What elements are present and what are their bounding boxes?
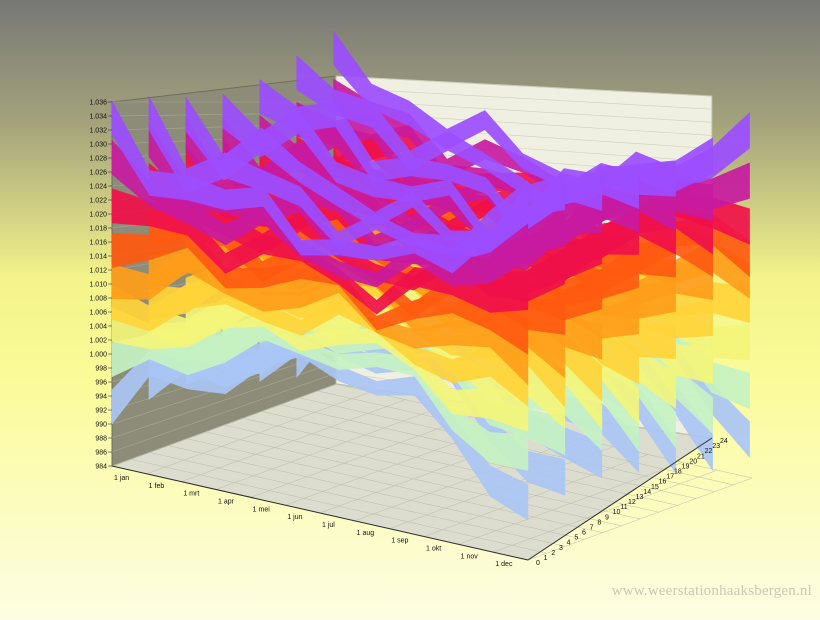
- z-tick-label: 1.000: [89, 352, 107, 359]
- x-tick-label: 1 apr: [218, 499, 235, 506]
- surface-bands: [111, 30, 750, 521]
- x-axis-line: [111, 465, 529, 561]
- floor-gridline: [130, 458, 547, 554]
- z-tick-label: 1.034: [89, 114, 107, 121]
- z-tick-label: 1.008: [89, 296, 107, 303]
- y-tick-label: 4: [567, 540, 571, 547]
- watermark: www.weerstationhaaksbergen.nl: [611, 583, 812, 599]
- x-tick-label: 1 aug: [357, 530, 375, 537]
- y-tick-label: 20: [689, 458, 697, 465]
- z-tick-label: 1.020: [89, 212, 107, 219]
- floor-gridline: [167, 445, 585, 540]
- z-tick-label: 1.012: [89, 268, 107, 275]
- floor-gridline: [242, 417, 659, 513]
- y-tick-label: 15: [651, 484, 659, 491]
- x-tick-label: 1 dec: [495, 561, 513, 568]
- x-tick-label: 1 jan: [114, 475, 129, 482]
- y-tick-label: 23: [712, 443, 720, 450]
- y-tick-label: 18: [674, 469, 682, 476]
- surface-band: [111, 222, 529, 355]
- y-tick-label: 11: [620, 504, 627, 511]
- surface-band: [185, 96, 603, 250]
- y-axis-line: [527, 437, 713, 561]
- y-tick-label: 17: [666, 474, 674, 481]
- y-tick-label: 9: [605, 514, 609, 521]
- z-axis-ticks: 984 986 988 990 992 994 996 998 1.000 1.002 1.004 1…: [89, 100, 112, 471]
- z-tick-label: 988: [95, 436, 107, 443]
- y-tick-label: 2: [551, 550, 555, 557]
- y-tick-label: 1: [544, 555, 548, 562]
- z-tick-label: 1.006: [89, 310, 107, 317]
- z-tick-label: 1.002: [89, 338, 107, 345]
- y-tick-label: 19: [682, 463, 690, 470]
- y-tick-label: 3: [559, 545, 563, 552]
- floor-gridline: [205, 431, 622, 527]
- y-tick-label: 0: [536, 560, 540, 567]
- x-tick-label: 1 feb: [149, 483, 165, 490]
- z-tick-label: 1.032: [89, 128, 107, 135]
- z-tick-label: 1.018: [89, 226, 107, 233]
- y-tick-label: 14: [643, 489, 651, 496]
- z-tick-label: 990: [95, 422, 107, 429]
- surface-band: [222, 93, 639, 246]
- z-tick-label: 1.026: [89, 170, 107, 177]
- x-tick-label: 1 jul: [322, 522, 335, 529]
- floor-gridline: [149, 452, 566, 547]
- z-tick-label: 1.004: [89, 324, 107, 331]
- y-tick-label: 16: [659, 479, 667, 486]
- y-tick-label: 22: [705, 448, 713, 455]
- z-tick-label: 998: [95, 366, 107, 373]
- y-tick-label: 10: [613, 509, 621, 516]
- left-wall-gridline: [111, 372, 337, 453]
- z-tick-label: 1.010: [89, 282, 107, 289]
- y-tick-label: 6: [582, 530, 586, 537]
- y-tick-label: 12: [628, 499, 636, 506]
- y-tick-label: 7: [590, 524, 594, 531]
- z-tick-label: 1.016: [89, 240, 107, 247]
- x-tick-label: 1 mrt: [183, 491, 199, 498]
- surface-band: [111, 340, 529, 521]
- x-tick-label: 1 okt: [426, 546, 441, 553]
- floor-gridline: [223, 424, 641, 520]
- right-wall-gridline: [335, 87, 713, 110]
- z-tick-label: 986: [95, 450, 107, 457]
- z-tick-label: 1.030: [89, 142, 107, 149]
- surface-band: [111, 246, 529, 386]
- y-tick-label: 21: [697, 453, 705, 460]
- surface-band: [111, 188, 529, 315]
- z-tick-label: 1.022: [89, 198, 107, 205]
- y-tick-label: 8: [597, 519, 601, 526]
- surface-band: [111, 100, 529, 274]
- z-tick-label: 984: [95, 464, 107, 471]
- x-tick-label: 1 sep: [391, 538, 408, 545]
- z-tick-label: 1.024: [89, 184, 107, 191]
- right-wall-gridline: [335, 75, 713, 97]
- y-tick-label: 5: [574, 535, 578, 542]
- x-tick-label: 1 nov: [461, 553, 479, 560]
- z-tick-label: 994: [95, 394, 107, 401]
- x-tick-label: 1 mei: [253, 506, 271, 513]
- y-tick-label: 24: [720, 438, 728, 445]
- z-tick-label: 1.028: [89, 156, 107, 163]
- z-tick-label: 1.036: [89, 100, 107, 107]
- y-tick-label: 13: [636, 494, 644, 501]
- z-tick-label: 1.014: [89, 254, 107, 261]
- x-tick-label: 1 jun: [287, 514, 302, 521]
- z-tick-label: 996: [95, 380, 107, 387]
- x-axis-ticks: 1 jan 1 feb 1 mrt 1 apr 1 mei 1 jun 1 jul 1 aug…: [111, 465, 529, 568]
- floor-gridline: [186, 438, 603, 533]
- z-tick-label: 992: [95, 408, 107, 415]
